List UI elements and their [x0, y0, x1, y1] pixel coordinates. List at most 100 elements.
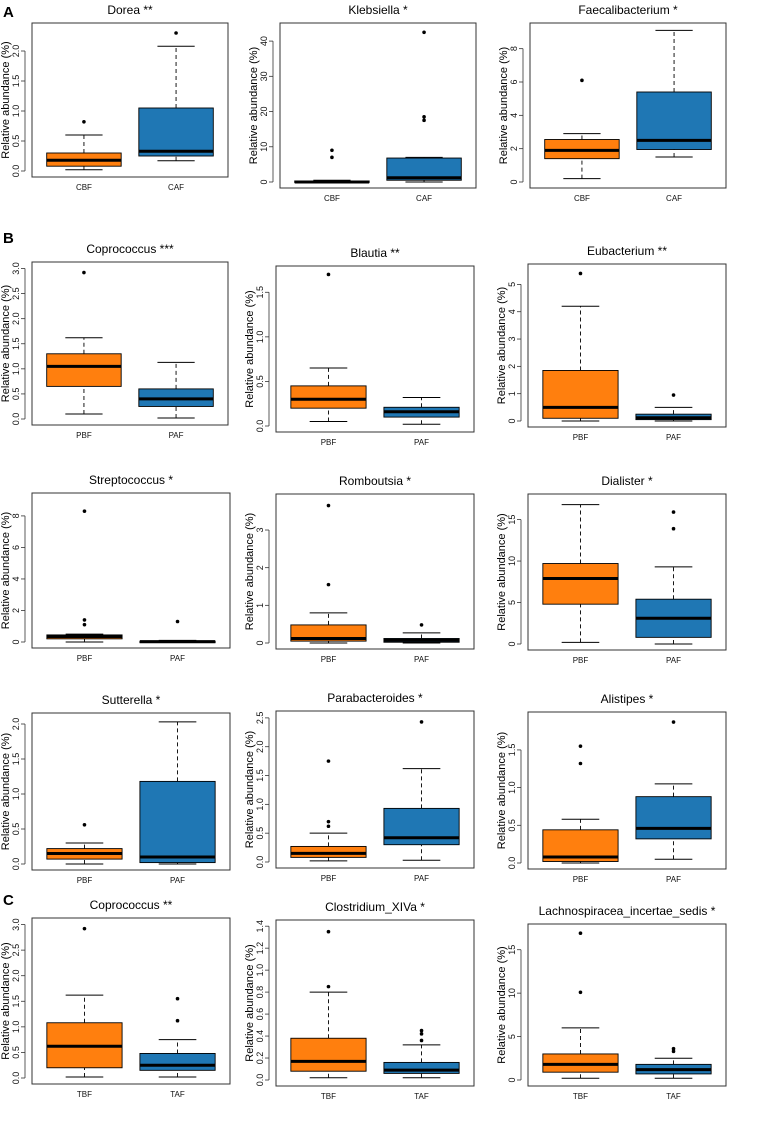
y-tick-label: 2 [509, 146, 519, 151]
box-pbf [290, 759, 367, 862]
charts-group: Dorea ** 0.0 0.5 1.0 1.5 2.0 Relative abundanc… [0, 3, 727, 1101]
x-tick-label: PBF [321, 874, 337, 883]
y-tick-label: 0.0 [255, 1074, 265, 1087]
y-tick-label: 3.0 [11, 262, 21, 275]
y-axis-label: Relative abundance (%) [248, 47, 260, 164]
outlier-point [578, 271, 583, 276]
y-axis-label: Relative abundance (%) [0, 512, 12, 629]
chart-title: Dialister * [601, 474, 653, 488]
y-tick-label: 2.0 [11, 45, 21, 58]
x-tick-label: PAF [414, 655, 429, 664]
box-paf [383, 720, 460, 861]
plot-frame [527, 711, 727, 870]
y-axis-label: Relative abundance (%) [244, 290, 256, 407]
iqr-box [46, 353, 122, 387]
box-paf [138, 361, 214, 419]
y-tick-label: 15 [507, 945, 517, 955]
y-axis-label: Relative abundance (%) [496, 946, 508, 1063]
y-axis-label: Relative abundance (%) [0, 733, 12, 850]
y-tick-label: 1.4 [255, 920, 265, 933]
y-tick-label: 0.5 [11, 135, 21, 148]
x-tick-label: CAF [416, 194, 432, 203]
iqr-box [139, 780, 216, 864]
x-tick-label: TAF [666, 1092, 681, 1101]
y-tick-label: 0 [507, 641, 517, 646]
chart-title: Blautia ** [350, 246, 400, 260]
outlier-point [671, 510, 676, 514]
y-tick-label: 6 [509, 79, 519, 84]
y-tick-label: 1.5 [11, 75, 21, 88]
y-tick-label: 5 [507, 1034, 517, 1039]
y-tick-label: 1.5 [11, 337, 21, 350]
plot-frame [31, 261, 229, 426]
outlier-point [330, 148, 334, 153]
chart-title: Dorea ** [107, 3, 153, 17]
outlier-point [578, 931, 583, 936]
y-tick-label: 2 [507, 364, 517, 369]
y-tick-label: 2 [11, 608, 21, 613]
outlier-point [326, 503, 331, 508]
outlier-point [671, 1049, 676, 1054]
y-tick-label: 40 [259, 36, 269, 46]
y-tick-label: 1.0 [255, 331, 265, 344]
iqr-box [542, 370, 619, 419]
outlier-point [326, 824, 331, 829]
chart-13: Coprococcus ** 0.0 0.5 1.0 1.5 2.0 2.5 3.0 Relat… [0, 898, 231, 1099]
y-tick-label: 3 [255, 528, 265, 533]
outlier-point [82, 823, 87, 827]
y-tick-label: 2.0 [11, 718, 21, 731]
chart-title: Faecalibacterium * [578, 3, 678, 17]
y-tick-label: 1.0 [11, 105, 21, 118]
panel-label-b: B [3, 230, 14, 247]
y-tick-label: 0.5 [507, 819, 517, 832]
y-tick-label: 4 [11, 576, 21, 581]
chart-title: Streptococcus * [89, 473, 173, 487]
y-tick-label: 0.4 [255, 1030, 265, 1043]
x-tick-label: PAF [170, 876, 185, 885]
y-tick-label: 2.5 [11, 944, 21, 957]
chart-title: Sutterella * [102, 693, 161, 707]
y-tick-label: 1.5 [255, 769, 265, 782]
x-tick-label: TBF [573, 1092, 588, 1101]
iqr-box [635, 796, 712, 840]
y-tick-label: 0 [255, 640, 265, 645]
y-tick-label: 0 [11, 639, 21, 644]
box-caf [386, 30, 462, 183]
x-tick-label: TBF [321, 1092, 336, 1101]
y-tick-label: 0.5 [11, 1046, 21, 1059]
y-tick-label: 1.0 [11, 1021, 21, 1034]
outlier-point [326, 272, 331, 277]
box-cbf [46, 120, 122, 171]
x-tick-label: PBF [76, 431, 92, 440]
x-tick-label: TAF [170, 1090, 185, 1099]
plot-frame [275, 493, 475, 650]
x-tick-label: PAF [169, 431, 184, 440]
x-tick-label: TBF [77, 1090, 92, 1099]
y-tick-label: 4 [507, 309, 517, 314]
outlier-point [578, 744, 583, 748]
y-axis-label: Relative abundance (%) [496, 732, 508, 849]
panel-label-c: C [3, 892, 14, 909]
x-tick-label: PBF [321, 655, 337, 664]
box-paf [635, 393, 712, 422]
box-taf [635, 1046, 712, 1079]
y-tick-label: 0.2 [255, 1052, 265, 1065]
y-axis-label: Relative abundance (%) [498, 47, 510, 164]
plot-frame [275, 710, 475, 869]
box-pbf [46, 509, 123, 643]
plot-frame [527, 263, 727, 428]
y-tick-label: 1.2 [255, 942, 265, 955]
outlier-point [422, 115, 426, 119]
y-axis-label: Relative abundance (%) [244, 731, 256, 848]
x-tick-label: PAF [666, 433, 681, 442]
iqr-box [290, 1037, 367, 1072]
box-cbf [294, 148, 370, 184]
chart-title: Alistipes * [601, 692, 654, 706]
x-tick-label: CAF [666, 194, 682, 203]
box-pbf [290, 272, 367, 423]
outlier-point [82, 120, 86, 124]
y-tick-label: 0.0 [255, 856, 265, 869]
